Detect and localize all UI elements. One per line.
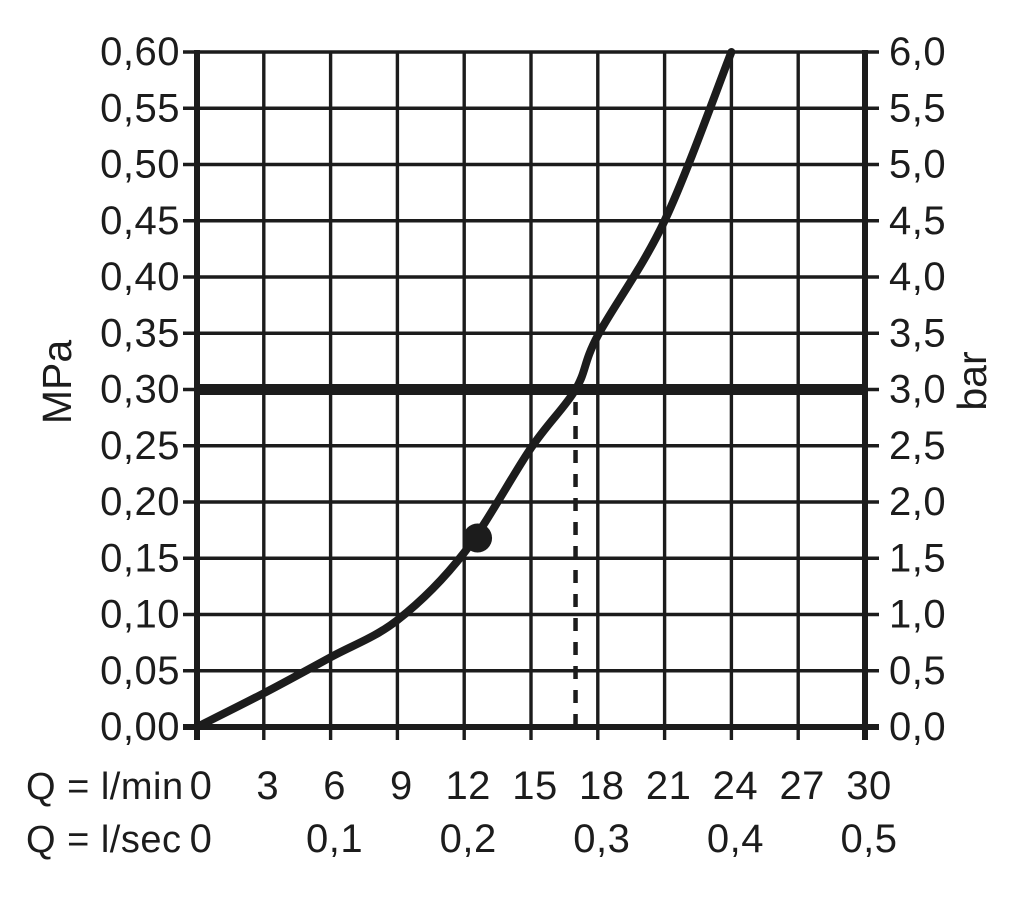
lsec-tick-label: 0 (190, 817, 213, 861)
right-axis-unit-label: bar (949, 351, 995, 410)
bar-tick-label: 0,0 (889, 705, 946, 749)
mpa-tick-label: 0,30 (100, 368, 180, 412)
bar-tick-label: 1,0 (889, 593, 946, 637)
bar-tick-label: 4,0 (889, 255, 946, 299)
lmin-tick-label: 27 (779, 764, 825, 808)
mpa-tick-label: 0,40 (100, 255, 180, 299)
lmin-tick-label: 9 (390, 764, 413, 808)
mpa-tick-label: 0,55 (100, 86, 180, 130)
bar-tick-label: 2,5 (889, 424, 946, 468)
mpa-tick-label: 0,20 (100, 480, 180, 524)
mpa-tick-label: 0,45 (100, 199, 180, 243)
mpa-tick-label: 0,25 (100, 424, 180, 468)
lsec-tick-label: 0,1 (306, 817, 363, 861)
lmin-tick-label: 21 (646, 764, 692, 808)
lmin-tick-label: 6 (323, 764, 346, 808)
curve-layer (193, 48, 736, 731)
mpa-tick-label: 0,15 (100, 536, 180, 580)
grid-layer (183, 50, 879, 740)
mpa-tick-label: 0,05 (100, 649, 180, 693)
mpa-tick-label: 0,00 (100, 705, 180, 749)
left-axis-unit-label: MPa (34, 340, 80, 425)
bar-tick-label: 3,0 (889, 368, 946, 412)
lmin-tick-label: 15 (512, 764, 558, 808)
bar-tick-label: 1,5 (889, 536, 946, 580)
mpa-tick-label: 0,50 (100, 143, 180, 187)
mpa-tick-label: 0,10 (100, 593, 180, 637)
mpa-tick-label: 0,35 (100, 311, 180, 355)
lmin-tick-label: 12 (445, 764, 491, 808)
lsec-tick-label: 0,5 (840, 817, 897, 861)
lmin-tick-label: 24 (713, 764, 759, 808)
x-axis-primary-label: Q = l/min (26, 766, 184, 808)
lmin-tick-label: 30 (846, 764, 892, 808)
bar-tick-label: 5,5 (889, 86, 946, 130)
curve-marker-dot (463, 523, 493, 553)
tick-label-layer: 0,000,050,100,150,200,250,300,350,400,45… (100, 30, 946, 861)
flow-pressure-curve (193, 48, 736, 731)
lmin-tick-label: 18 (579, 764, 625, 808)
marker-layer (463, 523, 493, 553)
lsec-tick-label: 0,4 (707, 817, 764, 861)
bar-tick-label: 4,5 (889, 199, 946, 243)
x-axis-secondary-label: Q = l/sec (26, 819, 182, 861)
lsec-tick-label: 0,2 (440, 817, 497, 861)
lmin-tick-label: 3 (256, 764, 279, 808)
lmin-tick-label: 0 (190, 764, 213, 808)
bar-tick-label: 0,5 (889, 649, 946, 693)
bar-tick-label: 5,0 (889, 143, 946, 187)
bar-tick-label: 2,0 (889, 480, 946, 524)
bar-tick-label: 3,5 (889, 311, 946, 355)
mpa-tick-label: 0,60 (100, 30, 180, 74)
bar-tick-label: 6,0 (889, 30, 946, 74)
lsec-tick-label: 0,3 (573, 817, 630, 861)
